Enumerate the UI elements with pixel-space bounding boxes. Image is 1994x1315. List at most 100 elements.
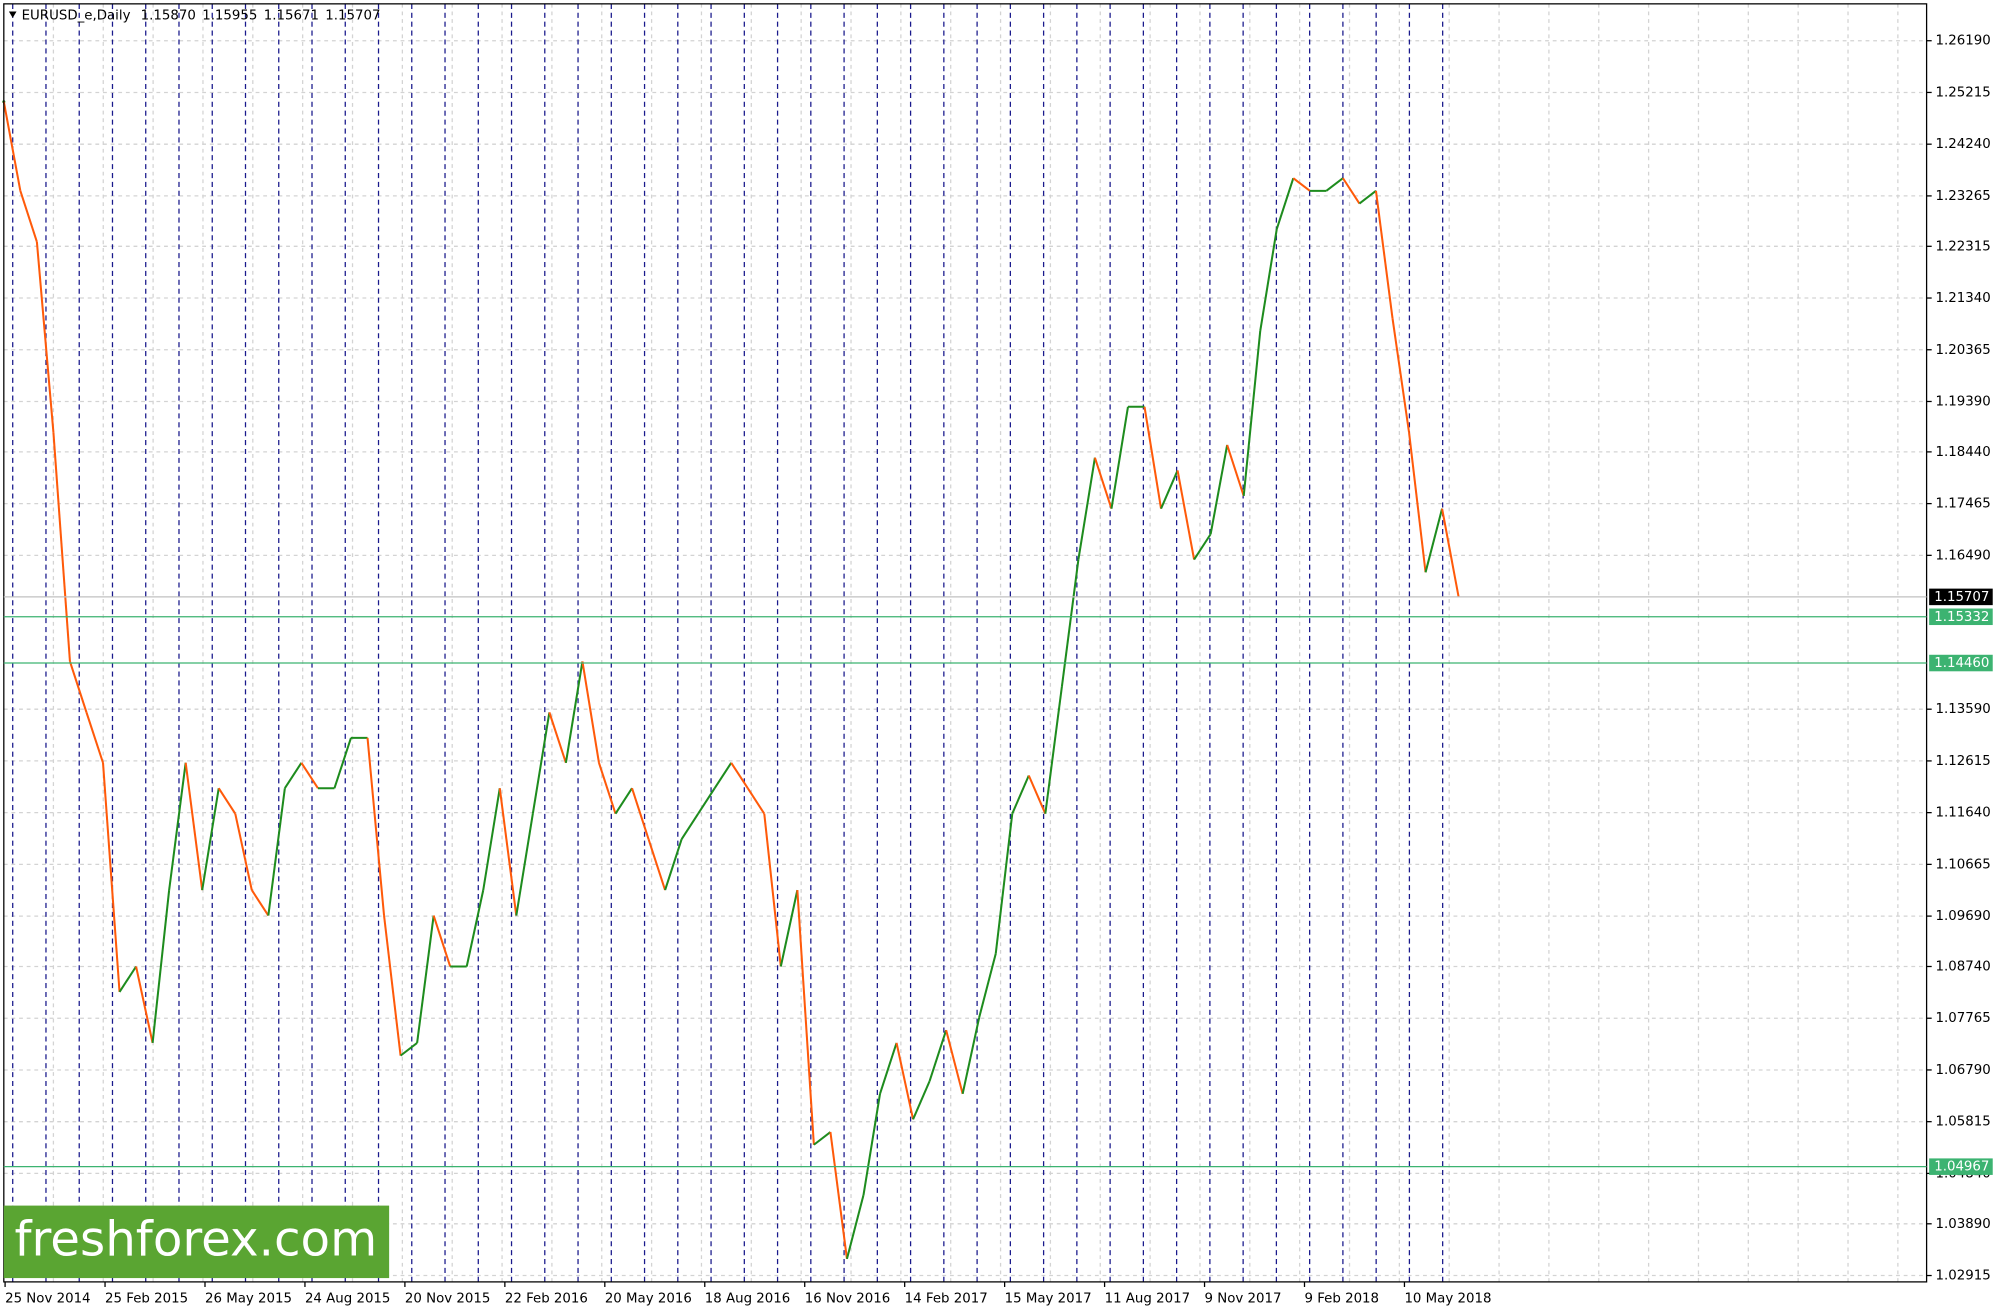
price-segment	[978, 953, 997, 1018]
x-tick-label: 10 May 2018	[1404, 1291, 1491, 1306]
price-segment	[912, 1080, 931, 1120]
price-segment	[779, 889, 799, 967]
price-segment	[250, 889, 270, 917]
price-segment	[564, 661, 584, 763]
price-segment	[1424, 508, 1444, 573]
chart-title: EURUSD_e,Daily	[22, 8, 131, 23]
y-tick-label: 1.24240	[1936, 137, 1991, 152]
price-segment	[151, 889, 171, 1044]
price-segment	[1358, 190, 1377, 205]
price-segment	[1209, 444, 1229, 535]
price-segment	[1110, 406, 1129, 509]
x-tick-label: 16 Nov 2016	[805, 1291, 890, 1306]
price-segment	[267, 788, 286, 916]
price-segment	[399, 1042, 418, 1057]
price-segment	[1441, 508, 1460, 598]
price-segment	[1143, 406, 1163, 509]
y-tick-label: 1.07765	[1936, 1011, 1991, 1026]
y-tick-label: 1.21340	[1936, 291, 1991, 306]
price-segment	[1011, 775, 1030, 815]
price-segment	[1374, 190, 1394, 319]
price-segment	[1160, 470, 1179, 510]
price-segment	[1275, 177, 1295, 230]
price-segment	[1176, 470, 1196, 560]
y-tick-label: 1.18440	[1936, 445, 1991, 460]
x-tick-label: 25 Nov 2014	[5, 1291, 90, 1306]
watermark: freshforex.com	[3, 1205, 390, 1279]
price-segment	[416, 915, 435, 1044]
price-segment	[1226, 444, 1245, 497]
ohlc-label: 1.15955	[202, 8, 257, 23]
x-tick-label: 18 Aug 2016	[705, 1291, 790, 1306]
price-segment	[2, 101, 22, 192]
price-segment	[1292, 177, 1311, 192]
price-segment	[1044, 686, 1063, 814]
price-segment	[548, 712, 567, 764]
price-segment	[581, 661, 600, 763]
current-price-label: 1.15707	[1934, 590, 1989, 605]
price-segment	[498, 788, 518, 916]
price-segment	[829, 1131, 848, 1259]
price-segment	[1325, 177, 1344, 192]
price-segment	[945, 1029, 964, 1095]
y-tick-label: 1.11640	[1936, 806, 1991, 821]
price-segment	[994, 813, 1014, 954]
price-segment	[234, 813, 253, 891]
price-segment	[895, 1042, 915, 1120]
y-tick-label: 1.23265	[1936, 189, 1991, 204]
y-tick-label: 1.05815	[1936, 1115, 1991, 1130]
price-segment	[928, 1029, 948, 1082]
price-segment	[730, 762, 749, 789]
y-tick-label: 1.17465	[1936, 497, 1991, 512]
price-segment	[664, 838, 683, 891]
x-tick-label: 22 Feb 2016	[505, 1291, 588, 1306]
price-segment	[482, 788, 501, 891]
level-box	[1929, 654, 1993, 672]
y-tick-label: 1.20365	[1936, 343, 1991, 358]
x-tick-label: 24 Aug 2015	[305, 1291, 390, 1306]
price-segment	[614, 787, 633, 815]
price-segment	[796, 890, 815, 1145]
price-segment	[52, 432, 71, 662]
level-box	[1929, 608, 1993, 626]
price-segment	[879, 1042, 898, 1095]
y-tick-label: 1.12615	[1936, 754, 1991, 769]
price-segment	[1408, 432, 1427, 573]
y-tick-label: 1.06790	[1936, 1063, 1991, 1078]
y-tick-label: 1.19390	[1936, 394, 1991, 409]
price-segment	[1342, 177, 1361, 205]
price-segment	[1193, 533, 1212, 561]
x-tick-label: 20 Nov 2015	[405, 1291, 490, 1306]
level-box	[1929, 1158, 1993, 1175]
x-tick-label: 11 Aug 2017	[1105, 1291, 1190, 1306]
price-segment	[1093, 457, 1113, 509]
level-label: 1.04967	[1934, 1160, 1989, 1175]
y-tick-label: 1.09690	[1936, 909, 1991, 924]
menu-arrow	[8, 11, 17, 18]
price-segment	[515, 813, 534, 916]
x-tick-label: 9 Nov 2017	[1205, 1291, 1282, 1306]
price-segment	[862, 1093, 882, 1196]
watermark-box	[3, 1205, 390, 1279]
price-segment	[1391, 318, 1411, 433]
y-tick-label: 1.08740	[1936, 959, 1991, 974]
price-segment	[597, 762, 617, 815]
level-label: 1.14460	[1934, 656, 1989, 671]
price-segment	[184, 762, 204, 891]
y-tick-label: 1.16490	[1936, 548, 1991, 563]
price-segment	[1060, 559, 1080, 688]
price-segment	[845, 1194, 865, 1260]
current-price-box	[1929, 588, 1993, 606]
price-segment	[631, 787, 650, 840]
price-segment	[19, 190, 38, 243]
price-segment	[284, 762, 303, 789]
ohlc-label: 1.15870	[141, 8, 196, 23]
price-segment	[383, 915, 402, 1056]
price-segment	[763, 813, 782, 967]
ohlc-label: 1.15671	[264, 8, 319, 23]
price-segment	[465, 889, 485, 967]
price-segment	[35, 241, 55, 433]
price-segment	[68, 661, 88, 713]
header: EURUSD_e,Daily	[8, 8, 131, 23]
